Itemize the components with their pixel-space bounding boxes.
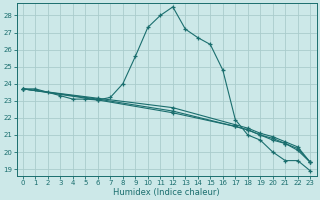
X-axis label: Humidex (Indice chaleur): Humidex (Indice chaleur) (113, 188, 220, 197)
